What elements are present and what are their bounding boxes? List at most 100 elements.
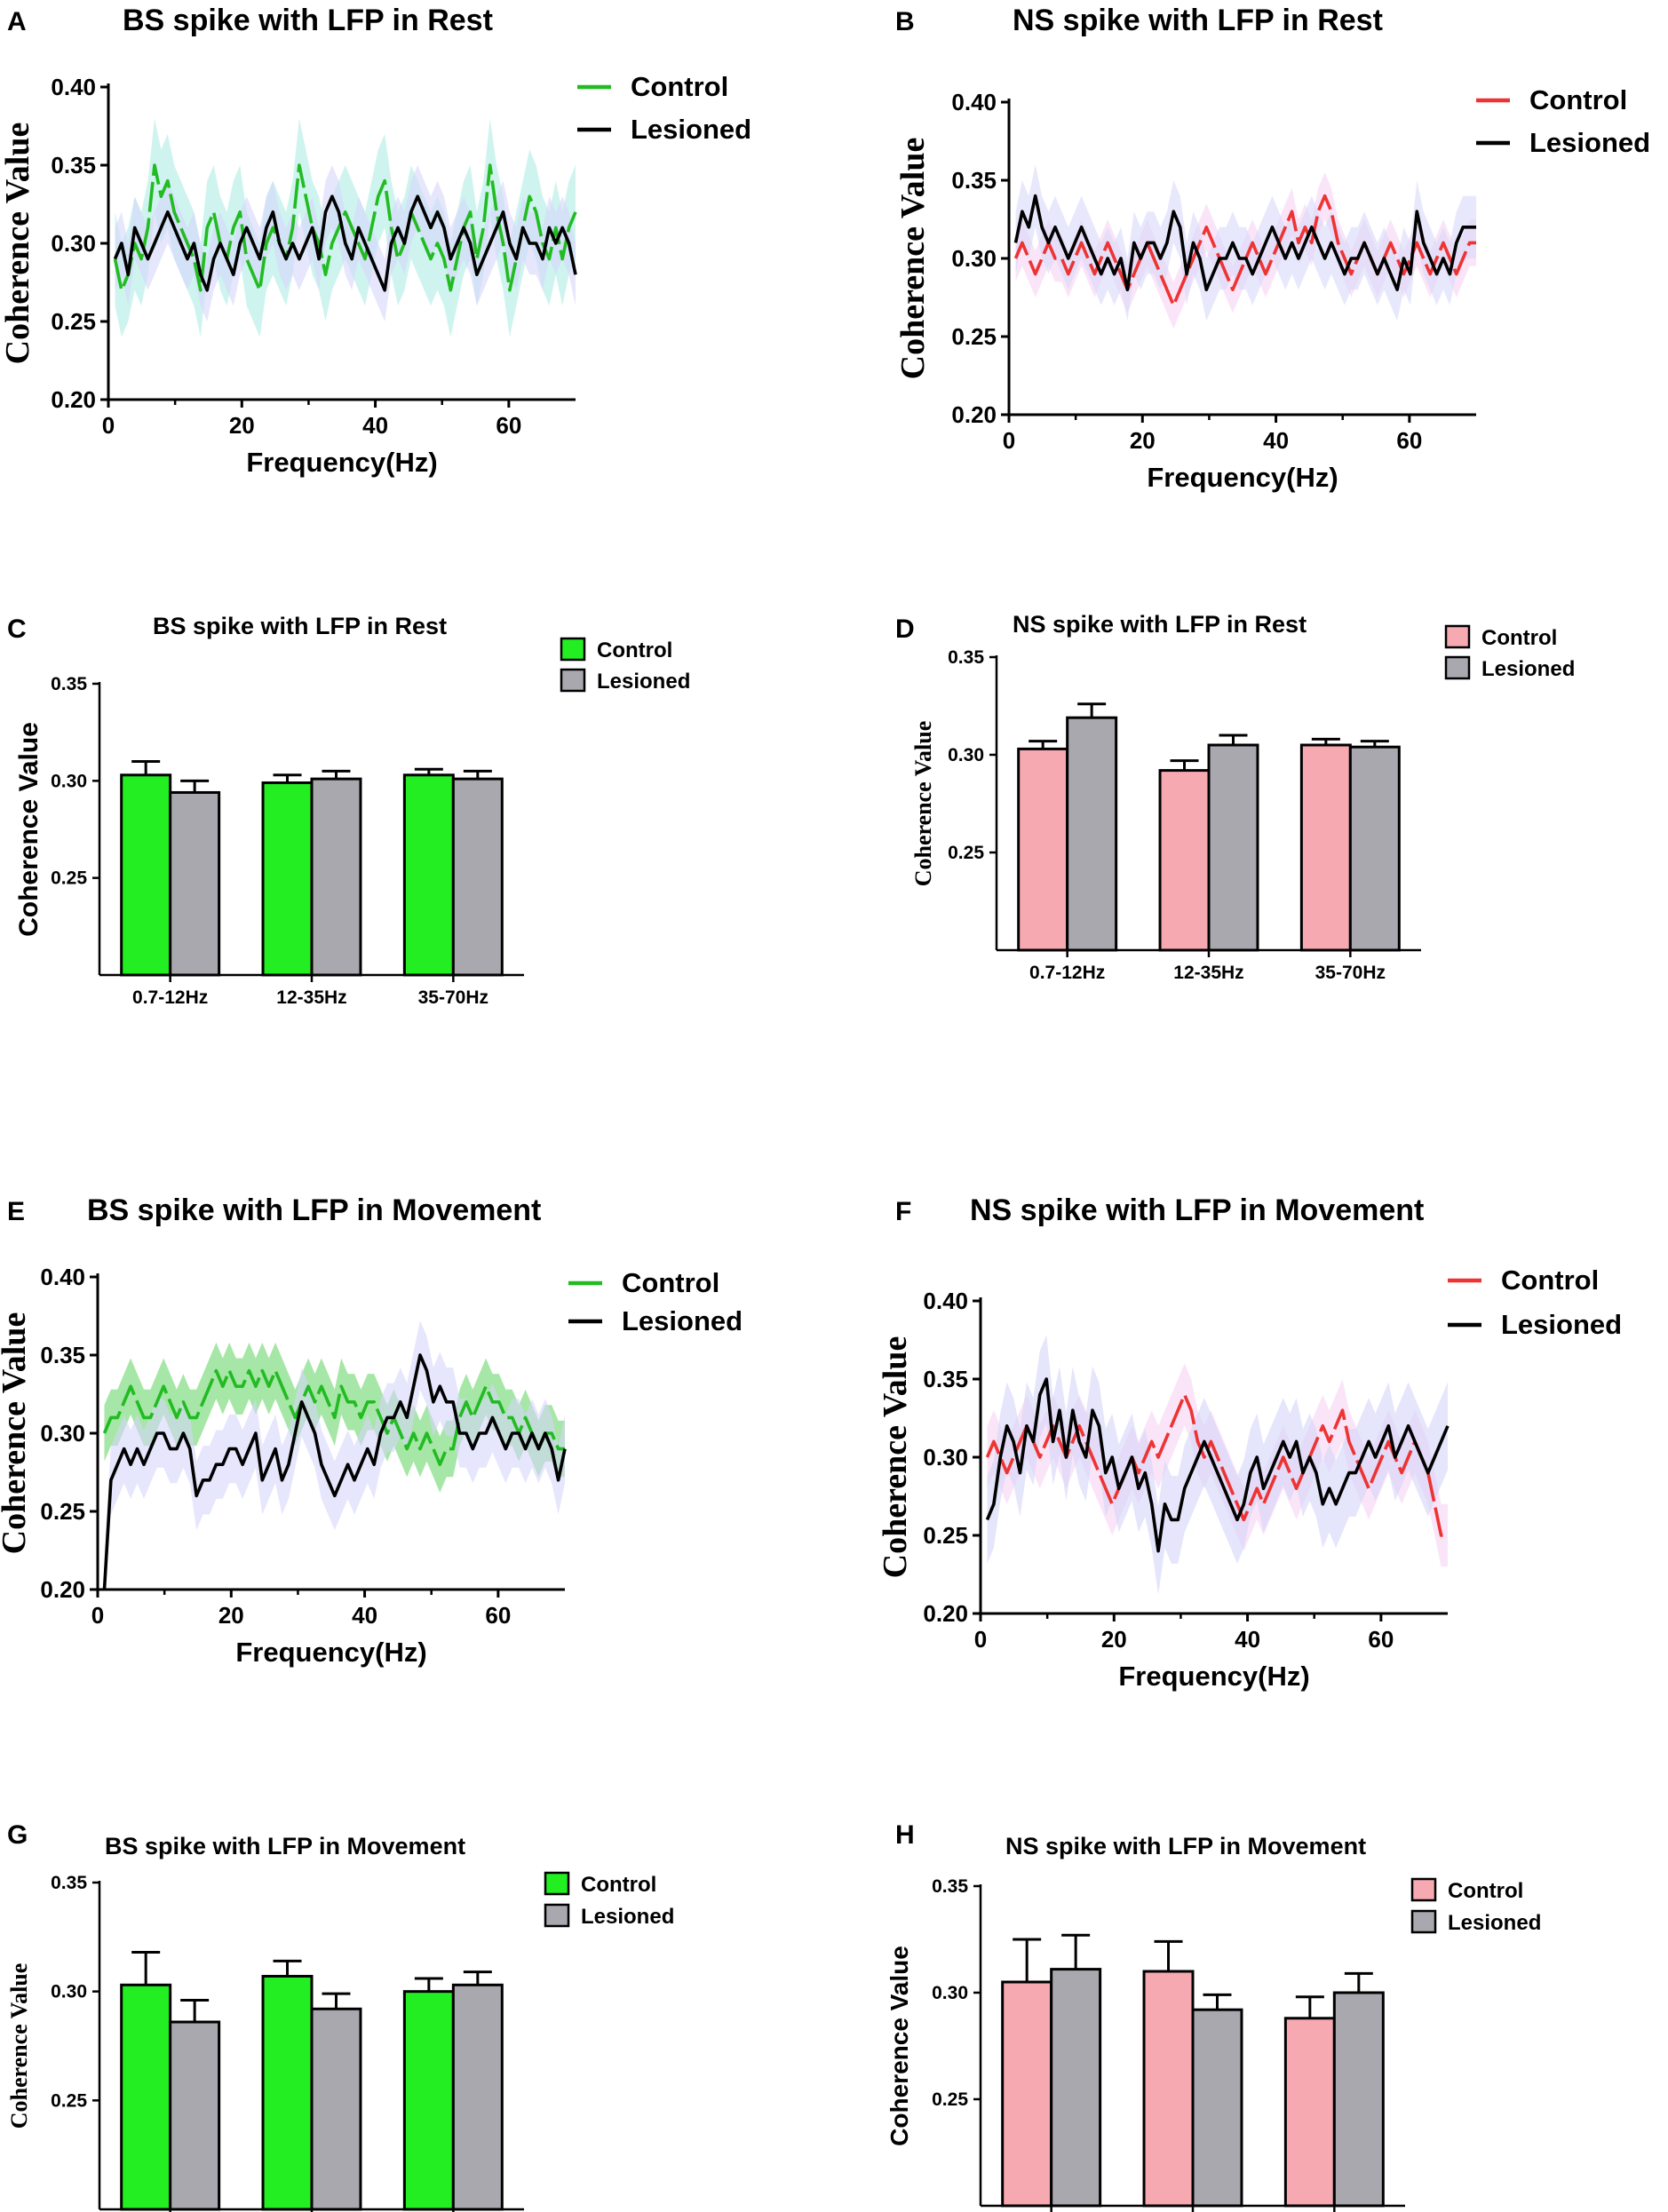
- y-tick-label: 0.25: [923, 1522, 968, 1549]
- bar-lesioned: [1066, 716, 1118, 952]
- bar-lesioned: [1348, 745, 1401, 952]
- panel-h: HNS spike with LFP in Movement0.7-12Hz12…: [886, 1820, 1541, 2212]
- panel-letter: H: [895, 1820, 915, 1850]
- bar-lesioned: [310, 2007, 362, 2211]
- legend-label-control: Control: [581, 1873, 656, 1897]
- bar-control: [402, 1990, 455, 2211]
- x-tick-label: 20: [1101, 1626, 1127, 1653]
- y-tick-label: 0.30: [51, 1982, 87, 2002]
- bar-lesioned: [451, 777, 504, 977]
- y-tick-label: 0.35: [51, 674, 87, 694]
- x-tick-label: 60: [1368, 1626, 1394, 1653]
- bar-control: [261, 1974, 314, 2211]
- legend-label-lesioned: Lesioned: [622, 1305, 743, 1336]
- legend-label-lesioned: Lesioned: [1529, 127, 1650, 158]
- x-tick-label: 0: [974, 1626, 987, 1653]
- bar-control: [1299, 743, 1352, 952]
- y-tick-label: 0.25: [40, 1498, 85, 1525]
- chart-title: NS spike with LFP in Rest: [1013, 611, 1307, 638]
- panel-g: GBS spike with LFP in Movement0.7-12Hz12…: [6, 1820, 674, 2212]
- chart-title: NS spike with LFP in Movement: [970, 1193, 1424, 1227]
- panel-e: E BS spike with LFP in Movement 0.20 0.25 0.…: [0, 1193, 743, 1668]
- y-axis-label: Coherence Value: [877, 1336, 914, 1579]
- x-tick-label: 60: [1396, 427, 1422, 454]
- y-tick-label: 0.30: [923, 1444, 968, 1471]
- bar-lesioned: [310, 777, 362, 977]
- panel-a: A BS spike with LFP in Rest 0.20 0.25 0.30 0.…: [0, 4, 751, 478]
- x-tick-label: 0: [1003, 427, 1015, 454]
- y-axis-label: Coherence Value: [894, 138, 932, 380]
- chart-title: NS spike with LFP in Rest: [1013, 4, 1383, 37]
- x-axis-label: Frequency(Hz): [1147, 462, 1338, 493]
- panel-f: F NS spike with LFP in Movement 0.20 0.25 0.…: [877, 1193, 1622, 1692]
- panel-b: B NS spike with LFP in Rest 0.20 0.25 0.30 0.…: [894, 4, 1650, 493]
- bar-control: [261, 781, 314, 977]
- legend-label-lesioned: Lesioned: [597, 670, 690, 694]
- x-tick-label: 12-35Hz: [276, 987, 346, 1008]
- bar-control: [1017, 747, 1069, 952]
- legend-swatch-lesioned: [1410, 1909, 1437, 1934]
- y-tick-label: 0.40: [951, 89, 997, 115]
- bar-control: [402, 773, 455, 977]
- x-tick-label: 20: [229, 412, 255, 439]
- y-tick-label: 0.40: [923, 1288, 968, 1314]
- bar-lesioned: [169, 2020, 221, 2211]
- series-band-lesioned: [987, 1335, 1448, 1595]
- x-tick-label: 60: [485, 1602, 511, 1629]
- panel-letter: E: [7, 1197, 25, 1226]
- legend-label-lesioned: Lesioned: [631, 114, 751, 145]
- bar-lesioned: [1191, 2008, 1243, 2208]
- x-tick-label: 40: [1263, 427, 1289, 454]
- legend-label-control: Control: [1529, 84, 1627, 115]
- series-line-lesioned: [113, 194, 577, 292]
- y-tick-label: 0.40: [40, 1264, 85, 1290]
- y-tick-label: 0.35: [51, 152, 96, 178]
- legend-label-control: Control: [597, 638, 672, 662]
- y-axis-label: Coherence Value: [910, 721, 936, 887]
- panel-letter: A: [7, 7, 27, 36]
- bar-lesioned: [1207, 743, 1259, 952]
- legend-label-lesioned: Lesioned: [581, 1905, 674, 1929]
- y-tick-label: 0.20: [51, 386, 96, 413]
- y-axis-label: Coherence Value: [886, 1946, 913, 2146]
- series-band-lesioned: [104, 1320, 565, 1590]
- x-tick-label: 35-70Hz: [418, 987, 488, 1008]
- bar-lesioned: [451, 1983, 504, 2211]
- y-tick-label: 0.25: [51, 868, 87, 889]
- y-tick-label: 0.35: [40, 1342, 85, 1368]
- y-axis-label: Coherence Value: [14, 722, 44, 937]
- y-tick-label: 0.30: [51, 771, 87, 791]
- y-tick-label: 0.20: [951, 401, 997, 428]
- y-tick-label: 0.25: [951, 323, 997, 350]
- y-tick-label: 0.35: [932, 1876, 968, 1897]
- y-tick-label: 0.35: [923, 1366, 968, 1392]
- x-tick-label: 0.7-12Hz: [1029, 963, 1105, 983]
- y-tick-label: 0.20: [923, 1600, 968, 1627]
- x-tick-label: 0.7-12Hz: [132, 987, 208, 1008]
- y-tick-label: 0.40: [51, 74, 96, 100]
- x-tick-label: 20: [218, 1602, 244, 1629]
- y-axis-label: Coherence Value: [0, 1312, 33, 1555]
- bar-control: [1283, 2017, 1336, 2208]
- y-tick-label: 0.35: [51, 1873, 87, 1893]
- y-axis-label: Coherence Value: [0, 123, 36, 365]
- x-tick-label: 35-70Hz: [1315, 963, 1386, 983]
- y-tick-label: 0.25: [51, 2090, 87, 2111]
- legend-swatch-lesioned: [1444, 655, 1471, 680]
- series-line-lesioned: [102, 1353, 567, 1590]
- bar-control: [1142, 1970, 1195, 2208]
- series-line-lesioned: [1013, 194, 1476, 291]
- bar-control: [120, 1983, 172, 2211]
- legend-label-lesioned: Lesioned: [1481, 657, 1575, 681]
- legend-label-lesioned: Lesioned: [1501, 1309, 1622, 1340]
- chart-title: NS spike with LFP in Movement: [1005, 1833, 1366, 1859]
- bar-control: [120, 773, 172, 977]
- bar-control: [1158, 769, 1211, 952]
- legend-swatch-control: [1410, 1877, 1437, 1902]
- legend-swatch-control: [544, 1871, 570, 1896]
- x-tick-label: 12-35Hz: [1173, 963, 1243, 983]
- y-tick-label: 0.25: [932, 2089, 968, 2110]
- series-line-control: [102, 1368, 565, 1466]
- series-line-lesioned: [985, 1377, 1450, 1553]
